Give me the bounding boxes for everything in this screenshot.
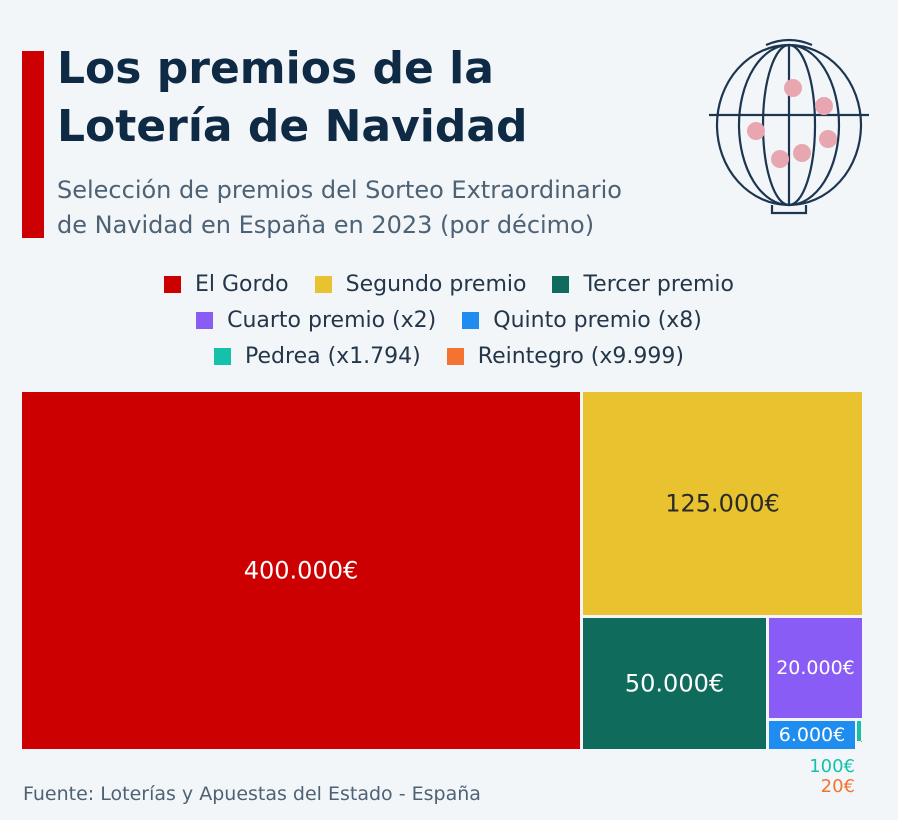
legend-row: El Gordo Segundo premio Tercer premio: [0, 266, 898, 302]
legend-row: Cuarto premio (x2) Quinto premio (x8): [0, 302, 898, 338]
legend-swatch: [196, 311, 214, 329]
treemap-cell: [769, 618, 862, 718]
legend-item: El Gordo: [164, 272, 289, 297]
legend-label: Cuarto premio (x2): [227, 307, 437, 333]
treemap-cell: [583, 618, 766, 749]
legend-label: Pedrea (x1.794): [245, 343, 421, 369]
legend-label: Tercer premio: [583, 271, 734, 297]
treemap-value-label: 125.000€: [665, 490, 780, 518]
treemap-value-label: 6.000€: [779, 724, 845, 746]
legend-swatch: [164, 275, 181, 293]
treemap-cell: [583, 392, 862, 615]
legend-label: Segundo premio: [345, 271, 527, 297]
legend-row: Pedrea (x1.794) Reintegro (x9.999): [0, 338, 898, 374]
legend-swatch: [552, 275, 570, 293]
legend-label: El Gordo: [195, 271, 289, 297]
legend-item: Reintegro (x9.999): [446, 343, 684, 369]
treemap-value-label: 20.000€: [776, 657, 855, 679]
legend-label: Reintegro (x9.999): [477, 343, 684, 369]
legend: El Gordo Segundo premio Tercer premio Cuart…: [0, 266, 898, 374]
treemap-cell: [769, 721, 855, 749]
legend-item: Quinto premio (x8): [462, 308, 702, 333]
legend-item: Pedrea (x1.794): [214, 344, 421, 369]
lottery-drum-icon: [709, 38, 869, 215]
subtitle-line-1: Selección de premios del Sorteo Extraord…: [57, 176, 622, 204]
legend-item: Tercer premio: [552, 272, 734, 297]
legend-swatch: [314, 275, 332, 293]
treemap-cell: [857, 721, 861, 741]
treemap-cell: [22, 392, 580, 749]
legend-label: Quinto premio (x8): [493, 307, 702, 333]
treemap-value-label: 50.000€: [625, 670, 724, 698]
legend-item: Cuarto premio (x2): [196, 308, 436, 333]
page-subtitle: Selección de premios del Sorteo Extraord…: [57, 173, 737, 243]
title-line-1: Los premios de la: [57, 43, 494, 94]
legend-swatch: [446, 347, 464, 365]
legend-swatch: [462, 311, 480, 329]
treemap-value-label: 100€: [809, 756, 855, 777]
subtitle-line-2: de Navidad en España en 2023 (por décimo…: [57, 211, 595, 239]
treemap-value-label: 20€: [821, 776, 855, 797]
title-accent-bar: [22, 51, 44, 238]
title-line-2: Lotería de Navidad: [57, 101, 528, 152]
treemap-cell: [861, 741, 862, 742]
legend-swatch: [214, 347, 232, 365]
treemap-value-label: 400.000€: [244, 557, 359, 585]
legend-item: Segundo premio: [314, 271, 527, 297]
source-note: Fuente: Loterías y Apuestas del Estado -…: [23, 783, 481, 805]
page-title: Los premios de la Lotería de Navidad: [57, 40, 657, 156]
